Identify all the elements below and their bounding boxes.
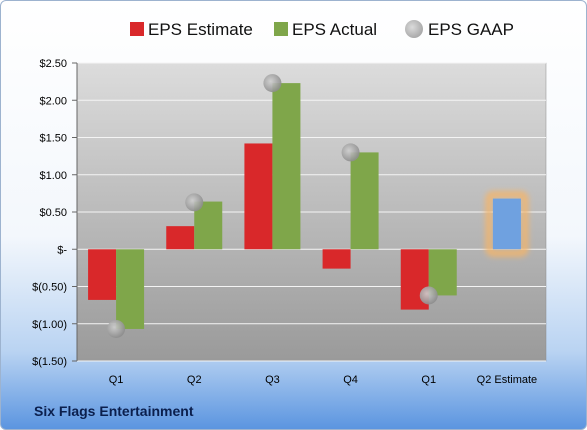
x-tick-label: Q1 — [109, 374, 124, 386]
legend-label: EPS GAAP — [428, 20, 514, 39]
y-tick-label: $2.00 — [39, 95, 67, 107]
legend-swatch — [274, 22, 288, 36]
y-tick-label: $2.50 — [39, 58, 67, 70]
bar-estimate — [244, 143, 273, 250]
y-tick-label: $(1.50) — [32, 356, 67, 368]
y-tick-label: $(1.00) — [32, 319, 67, 331]
x-tick-label: Q3 — [265, 374, 280, 386]
bar-estimate — [322, 249, 351, 269]
gaap-marker — [263, 74, 282, 93]
bar-estimate — [88, 249, 117, 300]
x-axis: Q1 Q2 Q3 Q4 Q1 Q2 Estimate — [109, 374, 537, 386]
x-tick-label: Q4 — [343, 374, 358, 386]
y-tick-label: $(0.50) — [32, 282, 67, 294]
bar-actual — [428, 249, 457, 296]
gaap-marker — [107, 319, 126, 338]
x-tick-label: Q2 — [187, 374, 202, 386]
y-tick-label: $- — [57, 244, 67, 256]
legend: EPS Estimate EPS Actual EPS GAAP — [130, 20, 514, 39]
bar-actual — [350, 152, 379, 250]
forecast-glow — [485, 191, 529, 257]
legend-swatch — [130, 22, 144, 36]
y-axis: $2.50 $2.00 $1.50 $1.00 $0.50 $- $(0.50) $(1.00… — [32, 58, 78, 368]
bar-forecast — [492, 198, 521, 250]
y-tick-label: $1.00 — [39, 170, 67, 182]
company-name: Six Flags Entertainment — [34, 403, 194, 419]
y-tick-label: $0.50 — [39, 207, 67, 219]
legend-label: EPS Estimate — [148, 20, 253, 39]
bar-estimate — [166, 226, 195, 250]
grid-lines — [77, 62, 546, 362]
bars — [88, 74, 529, 338]
bar-actual — [116, 249, 145, 329]
gaap-marker — [419, 286, 438, 305]
bar-actual — [272, 83, 301, 250]
gaap-marker — [185, 193, 204, 212]
legend-label: EPS Actual — [292, 20, 377, 39]
legend-swatch — [405, 20, 423, 38]
gaap-marker — [341, 143, 360, 162]
x-tick-label: Q1 — [421, 374, 436, 386]
y-tick-label: $1.50 — [39, 133, 67, 145]
x-tick-label: Q2 Estimate — [477, 374, 538, 386]
